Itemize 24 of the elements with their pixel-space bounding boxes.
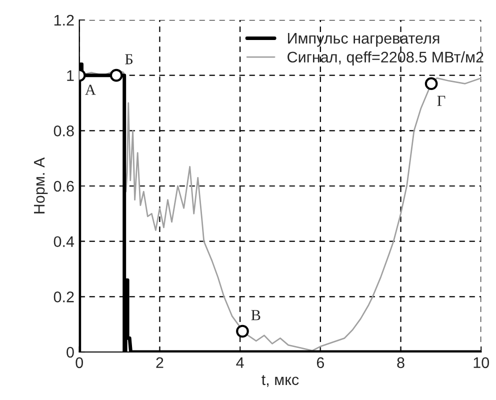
x-tick-label: 8 — [397, 357, 404, 368]
legend-label: Сигнал, qeff=2208.5 МВт/м2 — [288, 51, 484, 66]
x-tick-label: 0 — [76, 357, 84, 368]
y-tick-label: 0.4 — [54, 236, 74, 248]
point — [110, 68, 123, 82]
legend-label: Импульс нагревателя — [288, 33, 440, 47]
annotation: Г — [437, 96, 446, 106]
x-tick-label: 2 — [156, 357, 164, 368]
y-tick-label: 1 — [67, 70, 74, 81]
x-axis-title: t, мкс — [262, 375, 299, 387]
annotation: А — [85, 84, 96, 95]
y-tick-label: 0.6 — [54, 180, 74, 192]
annotation: Б — [125, 54, 133, 64]
x-tick-label: 4 — [236, 357, 244, 368]
point — [236, 324, 249, 338]
y-tick-label: 1.2 — [54, 14, 74, 26]
y-tick-label: 0.2 — [54, 292, 74, 302]
point — [424, 77, 438, 90]
x-tick-label: 10 — [474, 357, 490, 368]
x-tick-label: 6 — [316, 357, 324, 368]
annotation: В — [251, 310, 260, 320]
y-tick-label: 0 — [66, 346, 74, 358]
y-axis-title: Норм. А — [34, 157, 48, 214]
y-tick-label: 0.8 — [54, 126, 74, 136]
